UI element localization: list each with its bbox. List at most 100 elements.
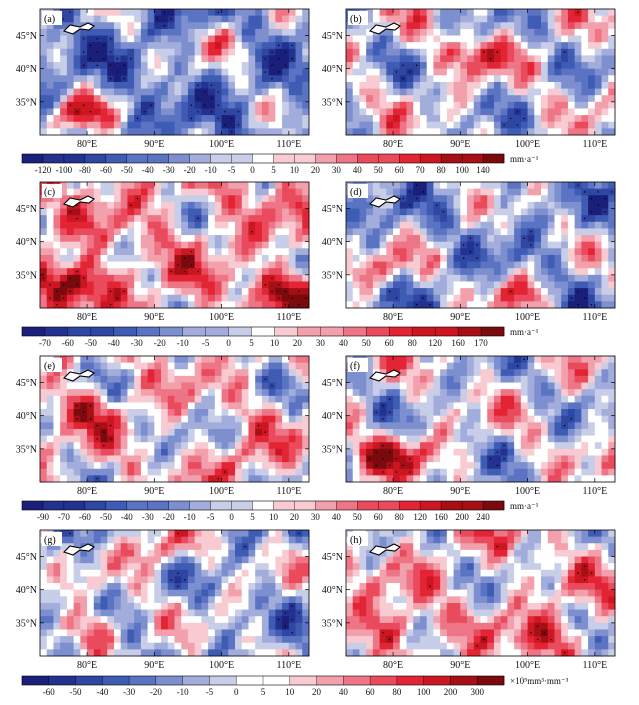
heat-cell — [460, 9, 468, 17]
heat-cell — [346, 415, 354, 423]
heat-cell — [419, 402, 428, 410]
heat-cell — [40, 195, 48, 203]
heat-cell — [413, 101, 421, 109]
heat-cell — [214, 248, 222, 256]
significance-dot — [42, 277, 45, 279]
heat-cell — [393, 62, 401, 70]
heat-cell — [154, 95, 162, 103]
heat-cell — [514, 395, 522, 403]
heat-cell — [413, 88, 421, 96]
heat-cell — [406, 248, 414, 256]
heat-cell — [174, 188, 182, 196]
heat-cell — [480, 81, 488, 89]
heat-cell — [100, 294, 108, 302]
heat-cell — [561, 415, 569, 423]
heat-cell — [40, 382, 48, 390]
heat-cell — [534, 228, 542, 236]
heat-cell — [406, 42, 414, 50]
heat-cell — [248, 108, 256, 116]
heat-cell — [541, 62, 549, 70]
significance-dot — [382, 471, 384, 473]
heat-cell — [113, 415, 122, 423]
heat-cell — [534, 221, 542, 229]
heat-cell — [241, 428, 249, 436]
heat-cell — [295, 356, 303, 364]
heat-cell — [46, 455, 54, 463]
heat-cell — [46, 128, 54, 136]
heat-cell — [73, 15, 81, 23]
heat-cell — [194, 221, 202, 229]
heat-cell — [467, 201, 475, 209]
significance-dot — [217, 477, 219, 480]
heat-cell — [453, 182, 461, 190]
heat-cell — [460, 228, 468, 236]
heat-cell — [547, 435, 555, 443]
heat-cell — [87, 121, 95, 129]
y-tick-label: 45°N — [322, 31, 343, 42]
heat-cell — [302, 22, 310, 30]
heat-cell — [174, 42, 182, 50]
heat-cell — [446, 42, 455, 50]
heat-cell — [567, 215, 576, 223]
heat-cell — [248, 402, 256, 410]
heat-cell — [413, 188, 421, 196]
heat-cell — [275, 48, 283, 56]
heat-cell — [73, 88, 81, 96]
heat-cell — [241, 35, 249, 43]
heat-cell — [154, 382, 162, 390]
heat-cell — [194, 235, 202, 243]
heat-cell — [480, 268, 488, 276]
heat-cell — [520, 101, 528, 109]
heat-cell — [473, 448, 481, 456]
heat-cell — [201, 75, 209, 83]
heat-cell — [147, 15, 155, 23]
heat-cell — [500, 369, 508, 377]
heat-cell — [140, 81, 149, 89]
heat-cell — [574, 15, 582, 23]
heat-cell — [433, 415, 441, 423]
heat-cell — [359, 208, 367, 216]
heat-cell — [194, 9, 202, 17]
heat-cell — [413, 35, 421, 43]
heat-cell — [282, 15, 290, 23]
heat-cell — [386, 42, 394, 50]
heat-cell — [161, 68, 169, 76]
heat-cell — [419, 422, 428, 430]
heat-cell — [372, 15, 381, 23]
heat-cell — [255, 188, 263, 196]
heat-cell — [93, 115, 101, 123]
heat-cell — [235, 48, 243, 56]
heat-cell — [93, 235, 101, 243]
heat-cell — [467, 301, 475, 309]
heat-cell — [120, 294, 128, 302]
heat-cell — [493, 235, 502, 243]
heat-cell — [453, 362, 461, 370]
heat-cell — [302, 402, 310, 410]
heat-cell — [60, 636, 68, 644]
heat-cell — [167, 42, 175, 50]
heat-cell — [473, 356, 481, 364]
heat-cell — [248, 28, 256, 36]
heat-cell — [467, 9, 475, 17]
heat-cell — [66, 261, 75, 269]
heat-cell — [268, 281, 276, 289]
heat-cell — [352, 274, 360, 282]
heat-cell — [514, 294, 522, 302]
heat-cell — [221, 42, 229, 50]
heat-cell — [366, 228, 374, 236]
heat-cell — [161, 195, 169, 203]
heat-cell — [493, 55, 502, 63]
heat-cell — [346, 221, 354, 229]
heat-cell — [453, 402, 461, 410]
heat-cell — [366, 48, 374, 56]
heat-cell — [386, 274, 394, 282]
heat-cell — [460, 15, 468, 23]
heat-cell — [181, 22, 189, 30]
heat-cell — [40, 215, 48, 223]
heat-cell — [161, 301, 169, 309]
significance-dot — [210, 84, 213, 86]
heat-cell — [140, 455, 149, 463]
heat-cell — [201, 108, 209, 116]
heat-cell — [134, 121, 142, 129]
heat-cell — [140, 435, 149, 443]
